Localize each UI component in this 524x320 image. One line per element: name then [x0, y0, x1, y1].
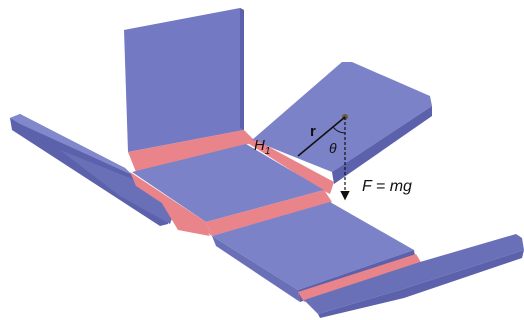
- angle-label: θ: [329, 140, 337, 156]
- radius-label: r: [310, 123, 316, 140]
- standing-panel: [124, 8, 244, 152]
- force-label: F = mg: [362, 178, 412, 195]
- diagram: H1 r θ F = mg: [0, 0, 524, 320]
- page: {"labels": {"hinge": {"text": "H", "subs…: [0, 0, 524, 320]
